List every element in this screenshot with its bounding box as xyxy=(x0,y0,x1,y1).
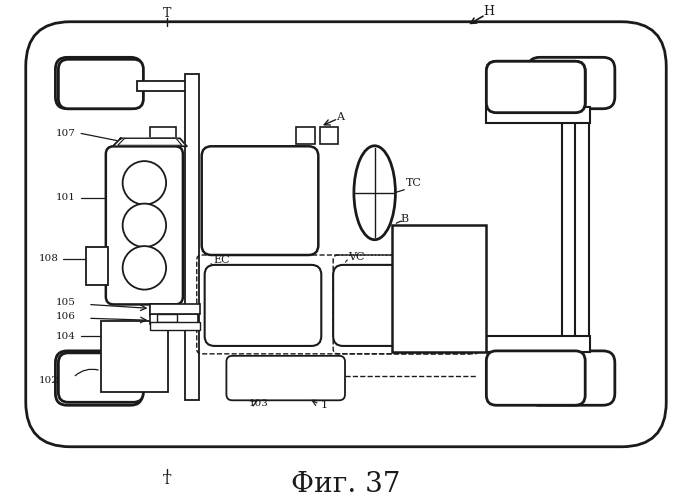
FancyBboxPatch shape xyxy=(26,22,666,447)
Text: 1: 1 xyxy=(320,400,327,410)
Text: H: H xyxy=(483,6,494,18)
Text: A: A xyxy=(336,112,344,122)
Polygon shape xyxy=(113,138,187,146)
Text: 101: 101 xyxy=(55,193,75,202)
FancyBboxPatch shape xyxy=(205,265,321,346)
Text: 108: 108 xyxy=(39,254,58,264)
FancyBboxPatch shape xyxy=(58,60,143,108)
Bar xyxy=(320,126,338,144)
Bar xyxy=(486,106,590,122)
Text: 107: 107 xyxy=(55,129,75,138)
Text: T: T xyxy=(163,8,172,20)
Text: B: B xyxy=(400,214,408,224)
FancyBboxPatch shape xyxy=(55,351,143,405)
Text: 102: 102 xyxy=(39,376,58,385)
Bar xyxy=(486,336,590,352)
Bar xyxy=(185,74,199,400)
Text: 104: 104 xyxy=(55,332,75,340)
FancyBboxPatch shape xyxy=(486,62,585,112)
Bar xyxy=(575,106,589,352)
FancyBboxPatch shape xyxy=(528,351,615,405)
Bar xyxy=(150,304,180,316)
Polygon shape xyxy=(118,138,182,145)
Text: Фиг. 37: Фиг. 37 xyxy=(291,471,401,498)
FancyBboxPatch shape xyxy=(486,62,585,112)
Circle shape xyxy=(122,204,166,247)
FancyBboxPatch shape xyxy=(528,58,615,108)
FancyBboxPatch shape xyxy=(486,351,585,405)
Bar xyxy=(563,106,576,352)
Text: 106: 106 xyxy=(55,312,75,321)
Bar xyxy=(101,321,168,392)
Text: TC: TC xyxy=(406,178,422,188)
Bar xyxy=(150,304,200,314)
FancyBboxPatch shape xyxy=(333,265,450,346)
Text: T: T xyxy=(163,474,172,487)
Bar xyxy=(150,314,198,324)
FancyBboxPatch shape xyxy=(58,353,143,403)
Ellipse shape xyxy=(354,146,395,240)
Text: 103: 103 xyxy=(249,399,269,408)
FancyBboxPatch shape xyxy=(55,58,143,108)
Bar xyxy=(157,314,177,322)
Bar xyxy=(138,81,187,91)
Bar xyxy=(150,322,200,330)
Text: EC: EC xyxy=(214,255,230,265)
Text: 105: 105 xyxy=(55,298,75,307)
Bar xyxy=(392,226,486,352)
Bar xyxy=(157,316,175,324)
Circle shape xyxy=(122,161,166,204)
Bar xyxy=(86,247,108,284)
FancyBboxPatch shape xyxy=(226,356,345,401)
Circle shape xyxy=(122,246,166,290)
FancyBboxPatch shape xyxy=(106,146,183,304)
Bar xyxy=(150,126,176,138)
Text: VC: VC xyxy=(348,252,365,262)
Bar xyxy=(295,126,316,144)
FancyBboxPatch shape xyxy=(201,146,318,255)
